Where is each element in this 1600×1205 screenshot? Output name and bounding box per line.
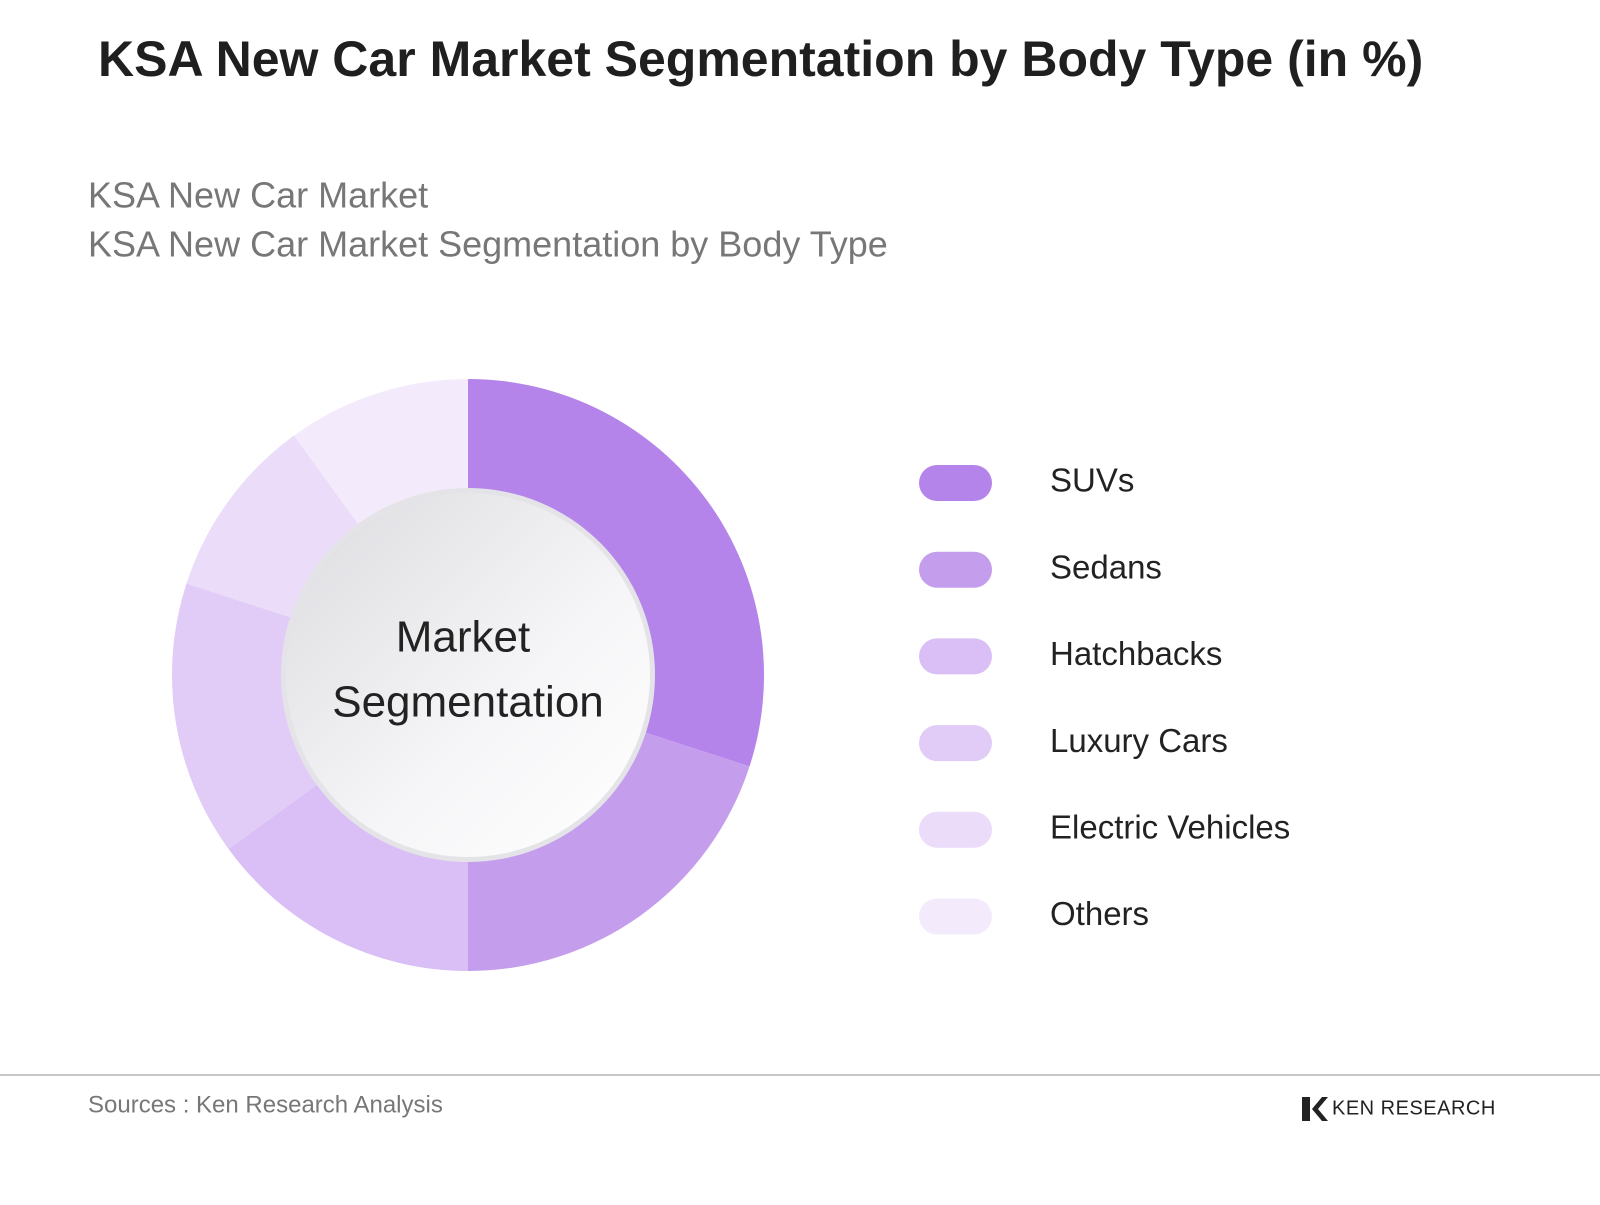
donut-segment: [468, 721, 750, 971]
center-label: Market: [396, 613, 530, 662]
legend-label: Hatchbacks: [1050, 635, 1222, 672]
brand-logo: [1302, 1097, 1328, 1121]
legend: SUVs Sedans Hatchbacks Luxury Cars Electric …: [919, 462, 1290, 935]
brand: KEN RESEARCH: [1332, 1097, 1496, 1119]
legend-swatch: [919, 465, 992, 501]
title: KSA New Car Market Segmentation by Body …: [98, 31, 1423, 87]
legend-swatch: [919, 811, 992, 848]
legend-label: Electric Vehicles: [1050, 809, 1290, 846]
legend-label: Sedans: [1050, 548, 1162, 585]
legend-swatch: [919, 551, 992, 588]
source: Sources : Ken Research Analysis: [88, 1091, 443, 1118]
legend-label: Others: [1050, 895, 1149, 932]
subtitle: KSA New Car Market Segmentation by Body …: [88, 224, 888, 265]
legend-label: SUVs: [1050, 462, 1134, 499]
legend-swatch: [919, 638, 992, 675]
hub: [286, 493, 650, 857]
legend-swatch: [919, 725, 992, 762]
legend-swatch: [919, 898, 992, 935]
legend-label: Luxury Cars: [1050, 722, 1228, 759]
subtitle: KSA New Car Market: [88, 175, 428, 216]
center-label: Segmentation: [332, 678, 604, 727]
